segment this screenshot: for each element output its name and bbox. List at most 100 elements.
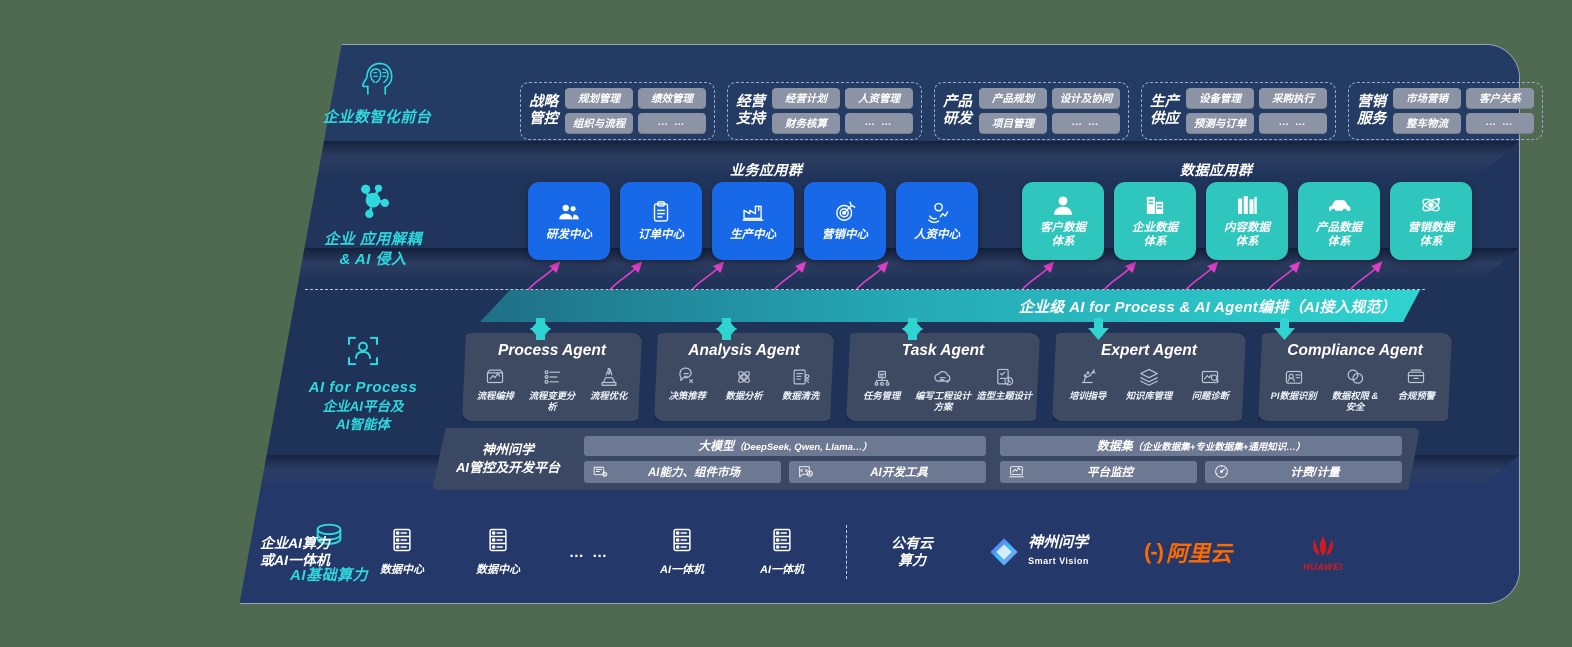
app-card-label: 营销数据 体系 (1408, 222, 1454, 248)
rail-label-infra: AI基础算力 (234, 518, 424, 586)
agent-capability[interactable]: 数据清洗 (775, 366, 827, 402)
domain-group[interactable]: 生产 供应 设备管理 采购执行 预测与订单… … (1141, 82, 1336, 140)
domain-chip[interactable]: 财务核算 (772, 113, 840, 134)
platform-col-data: 数据集 （企业数据集+专业数据集+通用知识…） 平台监控 计费/计量 (1000, 435, 1402, 483)
domain-group[interactable]: 产品 研发 产品规划 设计及协同 项目管理… … (934, 82, 1129, 140)
infra-item[interactable]: 公有云 算力 (861, 535, 963, 570)
app-card[interactable]: 营销中心 (804, 182, 886, 260)
domain-chip[interactable]: 人资管理 (845, 88, 913, 109)
domain-chip[interactable]: 预测与订单 (1186, 113, 1254, 134)
agent-capability-label: 问题诊断 (1191, 391, 1229, 401)
domain-chip[interactable]: 组织与流程 (565, 113, 633, 134)
app-card[interactable]: 内容数据 体系 (1206, 182, 1288, 260)
agent-card[interactable]: Analysis Agent 决策推荐 数据分析 数据清洗 (654, 333, 834, 422)
infra-item[interactable]: HUAWEI (1263, 533, 1383, 572)
archive-icon (1405, 366, 1427, 388)
layers-icon (1138, 366, 1160, 388)
infra-item[interactable]: 数据中心 (354, 526, 450, 578)
rail-ai-title: AI for Process (308, 379, 418, 396)
agent-capability[interactable]: 决策推荐 (661, 366, 713, 402)
agent-capability[interactable]: 数据权限 & 安全 (1326, 366, 1384, 413)
agent-capability[interactable]: 问题诊断 (1181, 366, 1239, 402)
monitor-icon (1008, 463, 1025, 480)
agent-capability[interactable]: 流程优化 (583, 366, 635, 413)
clipboard-icon (648, 199, 674, 225)
infra-item[interactable]: (-) 阿里云 (1113, 536, 1263, 568)
platform-cell-label: 平台监控 (1087, 466, 1133, 479)
agent-card[interactable]: Compliance Agent PI数据识别 数据权限 & 安全 合规预警 (1258, 333, 1452, 422)
agent-capability[interactable]: 任务管理 (853, 366, 911, 413)
agent-capability[interactable]: PI数据识别 (1265, 366, 1323, 413)
domain-chip[interactable]: 客户关系 (1466, 88, 1534, 109)
app-card[interactable]: 订单中心 (620, 182, 702, 260)
app-card[interactable]: 客户数据 体系 (1022, 182, 1104, 260)
agent-capability[interactable]: 合规预警 (1387, 366, 1445, 413)
agent-capability[interactable]: 培训指导 (1059, 366, 1117, 402)
app-card[interactable]: 企业数据 体系 (1114, 182, 1196, 260)
infra-item[interactable]: 数据中心 (450, 526, 546, 578)
users-icon (556, 199, 582, 225)
huawei-logo[interactable]: HUAWEI (1303, 533, 1343, 572)
domain-group[interactable]: 营销 服务 市场营销 客户关系 整车物流… … (1348, 82, 1543, 140)
infra-item[interactable]: 神州问学 Smart Vision (963, 535, 1113, 569)
agent-capability[interactable]: 流程编排 (469, 366, 521, 413)
agent-capability-label: 培训指导 (1069, 391, 1107, 401)
domain-chip[interactable]: 设计及协同 (1052, 88, 1120, 109)
domain-chip[interactable]: 整车物流 (1393, 113, 1461, 134)
orchestration-text: 企业级 AI for Process & AI Agent编排（AI接入规范） (1018, 298, 1396, 316)
domain-chip[interactable]: 经营计划 (772, 88, 840, 109)
rail-ai-subtitle: 企业AI平台及 AI智能体 (322, 398, 404, 432)
infra-item-label: 企业AI算力 或AI一体机 (260, 534, 330, 569)
app-card-label: 研发中心 (546, 229, 592, 242)
agent-card[interactable]: Task Agent 任务管理 编写工程设计方案 造型主题设计 (846, 333, 1040, 422)
platform-cell[interactable]: AI开发工具 (789, 460, 986, 483)
domain-chip[interactable]: 设备管理 (1186, 88, 1254, 109)
domain-chip[interactable]: … … (1052, 113, 1120, 134)
domain-chip[interactable]: … … (1466, 113, 1534, 134)
domain-group[interactable]: 战略 管控 规划管理 绩效管理 组织与流程… … (520, 82, 715, 140)
data-group-title: 数据应用群 (1180, 162, 1253, 178)
platform-model-sub: （DeepSeek, Qwen, Llama…） (734, 441, 872, 453)
app-card[interactable]: 人资中心 (896, 182, 978, 260)
agent-capability[interactable]: 知识库管理 (1120, 366, 1178, 402)
domain-chip[interactable]: 绩效管理 (638, 88, 706, 109)
domain-chip[interactable]: 市场营销 (1393, 88, 1461, 109)
domain-chip[interactable]: 规划管理 (565, 88, 633, 109)
domain-chip[interactable]: … … (1259, 113, 1327, 134)
agent-capability-label: 造型主题设计 (976, 391, 1033, 401)
smart-vision-logo[interactable]: 神州问学 Smart Vision (987, 535, 1089, 569)
aliyun-logo[interactable]: (-) 阿里云 (1144, 536, 1232, 568)
app-card[interactable]: 营销数据 体系 (1390, 182, 1472, 260)
domain-chip[interactable]: … … (845, 113, 913, 134)
database-icon (316, 523, 342, 545)
app-card[interactable]: 产品数据 体系 (1298, 182, 1380, 260)
app-card[interactable]: 研发中心 (528, 182, 610, 260)
platform-cell-label: AI开发工具 (870, 466, 928, 479)
app-card-label: 企业数据 体系 (1132, 222, 1178, 248)
platform-cell[interactable]: 平台监控 (1000, 460, 1197, 483)
infra-item[interactable]: 企业AI算力 或AI一体机 (236, 535, 354, 570)
infra-item[interactable]: AI一体机 (632, 526, 732, 578)
agent-capability[interactable]: 造型主题设计 (975, 366, 1033, 413)
platform-brand-line2: AI管控及开发平台 (455, 460, 560, 475)
agent-card[interactable]: Process Agent 流程编排 流程变更分析 流程优化 (462, 333, 642, 422)
infra-item[interactable]: … … (546, 544, 632, 561)
agent-capability[interactable]: 编写工程设计方案 (914, 366, 972, 413)
agent-capability[interactable]: 流程变更分析 (526, 366, 578, 413)
platform-cell[interactable]: AI能力、组件市场 (584, 460, 781, 483)
agent-name: Compliance Agent (1287, 342, 1423, 359)
user-avatar-icon (1050, 192, 1076, 218)
agent-capability[interactable]: 数据分析 (718, 366, 770, 402)
domain-group[interactable]: 经营 支持 经营计划 人资管理 财务核算… … (727, 82, 922, 140)
platform-brand-line1: 神州问学 (481, 442, 534, 458)
app-card-label: 生产中心 (730, 229, 776, 242)
domain-chip[interactable]: 项目管理 (979, 113, 1047, 134)
infra-item[interactable]: AI一体机 (732, 526, 832, 578)
platform-cell[interactable]: 计费/计量 (1205, 460, 1402, 483)
domain-chip[interactable]: 采购执行 (1259, 88, 1327, 109)
app-card[interactable]: 生产中心 (712, 182, 794, 260)
domain-chip[interactable]: … … (638, 113, 706, 134)
smart-vision-sub: Smart Vision (1028, 556, 1089, 566)
agent-card[interactable]: Expert Agent 培训指导 知识库管理 问题诊断 (1052, 333, 1246, 422)
domain-chip[interactable]: 产品规划 (979, 88, 1047, 109)
